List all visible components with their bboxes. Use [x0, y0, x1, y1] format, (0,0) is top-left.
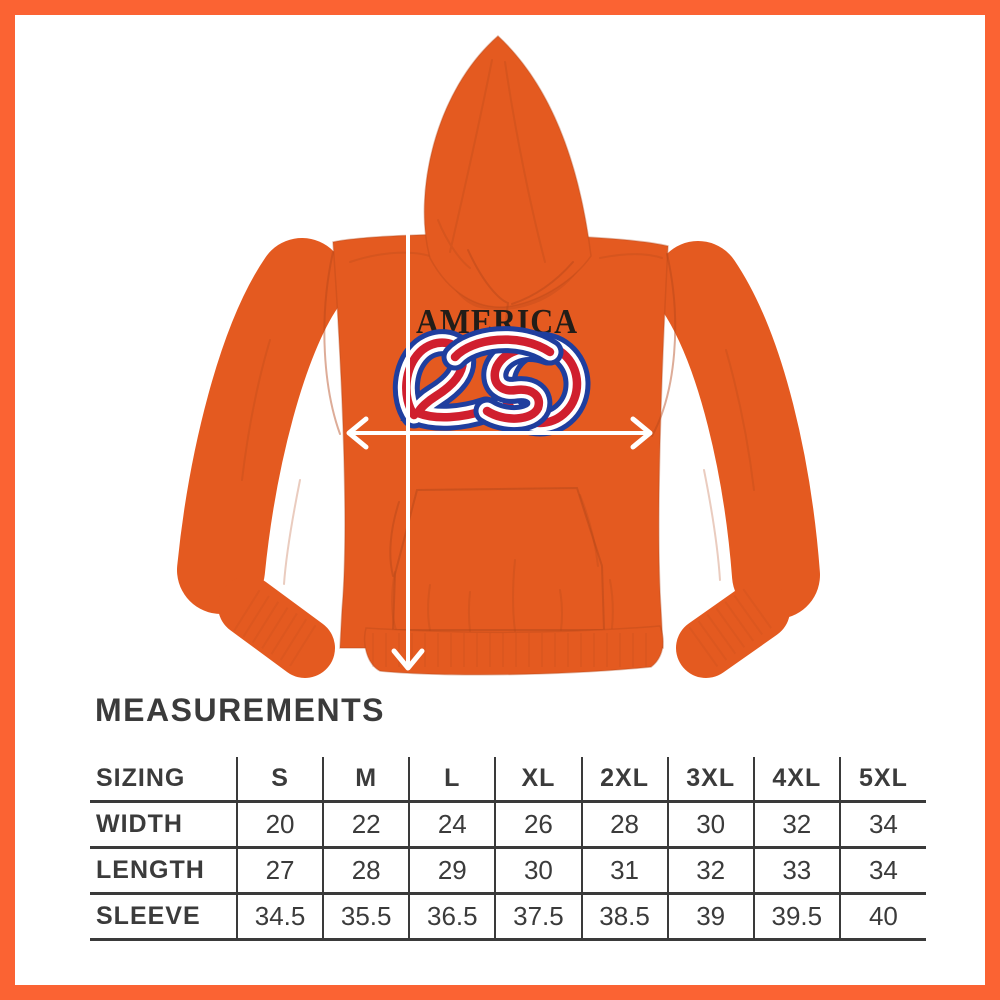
ribbon-five-red: [482, 344, 553, 423]
measurement-arrows: [346, 211, 653, 671]
pocket-right-fold: [579, 494, 599, 567]
header-size-l: L: [408, 757, 496, 802]
kangaroo-pocket: [391, 486, 606, 631]
width-m: 22: [322, 801, 410, 848]
arrow-down-head: [391, 648, 425, 671]
table-row-sleeve: SLEEVE 34.5 35.5 36.5 37.5 38.5 39 39.5 …: [90, 893, 926, 940]
sleeve-m: 35.5: [322, 893, 410, 940]
length-4xl: 33: [752, 847, 840, 894]
row-label-sleeve: SLEEVE: [96, 902, 201, 930]
width-l: 24: [408, 801, 496, 848]
left-sleeve: [177, 238, 346, 614]
length-3xl: 32: [666, 847, 754, 894]
width-s: 20: [235, 801, 324, 848]
sleeve-xl: 37.5: [494, 893, 582, 940]
sleeve-s: 34.5: [235, 893, 324, 940]
header-size-m: M: [322, 757, 410, 802]
sleeve-5xl: 40: [838, 893, 926, 940]
width-measurement-arrow: [346, 416, 653, 450]
header-size-s: S: [235, 757, 324, 802]
right-cuff-ribbing: [688, 588, 772, 668]
america-250-logo: AMERICA 250: [392, 302, 591, 437]
row-label-length: LENGTH: [96, 856, 205, 884]
left-armhole-seam: [323, 251, 341, 435]
right-sleeve: [654, 241, 820, 619]
table-row-length: LENGTH 27 28 29 30 31 32 33 34: [90, 847, 926, 894]
header-sizing: SIZING: [96, 764, 186, 792]
width-5xl: 34: [838, 801, 926, 848]
logo-250-ribbon: 250: [392, 326, 591, 437]
table-row-width: WIDTH 20 22 24 26 28 30 32 34: [90, 801, 926, 848]
header-size-3xl: 3XL: [666, 757, 754, 802]
hood: [423, 34, 592, 308]
arrow-left-head: [346, 416, 369, 450]
header-size-xl: XL: [494, 757, 582, 802]
length-s: 27: [235, 847, 324, 894]
sleeve-l: 36.5: [408, 893, 496, 940]
left-cuff: [218, 576, 335, 678]
sleeve-wrinkles: [241, 251, 755, 585]
hem-gathers: [391, 559, 614, 632]
arrow-right-head: [630, 416, 653, 450]
width-xl: 26: [494, 801, 582, 848]
row-label-width: WIDTH: [96, 810, 183, 838]
length-m: 28: [322, 847, 410, 894]
sleeve-3xl: 39: [666, 893, 754, 940]
length-5xl: 34: [838, 847, 926, 894]
sleeve-2xl: 38.5: [580, 893, 668, 940]
left-cuff-ribbing: [233, 589, 323, 671]
right-armhole-seam: [651, 253, 677, 437]
header-size-2xl: 2XL: [580, 757, 668, 802]
length-2xl: 31: [580, 847, 668, 894]
page-title: MEASUREMENTS: [95, 692, 386, 728]
hem-band: [363, 625, 664, 676]
header-size-5xl: 5XL: [838, 757, 926, 802]
width-4xl: 32: [752, 801, 840, 848]
length-l: 29: [408, 847, 496, 894]
length-xl: 30: [494, 847, 582, 894]
arrow-up-head: [391, 211, 425, 234]
header-size-4xl: 4XL: [752, 757, 840, 802]
width-3xl: 30: [666, 801, 754, 848]
table-header-row: SIZING S M L XL 2XL 3XL 4XL 5XL: [90, 757, 926, 802]
pocket-left-slit: [389, 501, 400, 577]
hood-folds: [437, 59, 546, 269]
length-measurement-arrow: [391, 211, 425, 671]
ribbon-two-red: [402, 338, 491, 422]
ribbon-sweep-red: [450, 335, 555, 362]
sleeve-4xl: 39.5: [752, 893, 840, 940]
width-2xl: 28: [580, 801, 668, 848]
right-cuff: [676, 580, 790, 678]
size-chart-table: SIZING S M L XL 2XL 3XL 4XL 5XL WIDTH 20…: [90, 757, 926, 941]
